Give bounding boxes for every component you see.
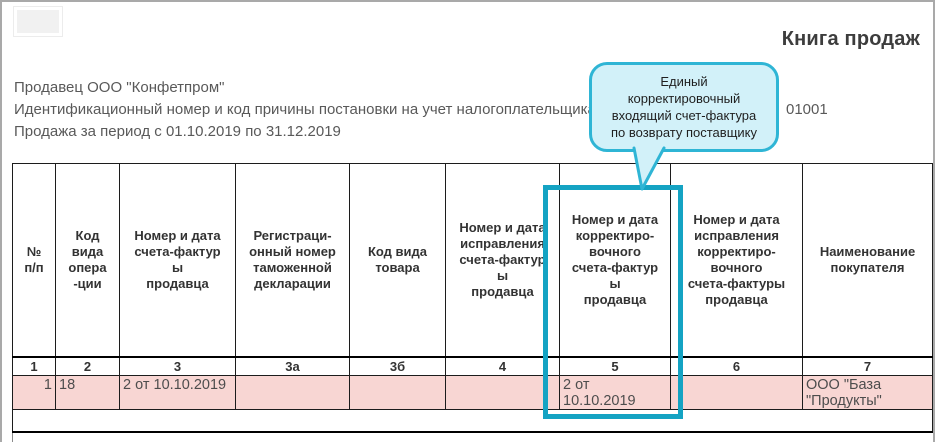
- header-col-row-number: № п/п: [12, 163, 56, 357]
- column-number-cell: 3а: [235, 355, 350, 376]
- column-number-cell: 3б: [349, 355, 446, 376]
- column-number-cell: 1: [12, 355, 56, 376]
- table-left-border-stub: [12, 433, 13, 442]
- column-number-cell: 6: [670, 355, 803, 376]
- header-row: № п/п Код вида опера -ции Номер и дата с…: [12, 163, 933, 357]
- page-title: Книга продаж: [781, 28, 920, 50]
- header-col-goods-code: Код вида товара: [349, 163, 446, 357]
- header-col-invoice-correction: Номер и дата исправления счета-фактур ы …: [445, 163, 560, 357]
- empty-row: [12, 409, 933, 433]
- column-number-cell: 5: [559, 355, 671, 376]
- column-number-cell: 3: [119, 355, 236, 376]
- column-number-row: 1 2 3 3а 3б 4 5 6 7: [12, 355, 933, 376]
- header-col-adjustment-invoice: Номер и дата корректиро- вочного счета-ф…: [559, 163, 671, 357]
- sales-book-table: № п/п Код вида опера -ции Номер и дата с…: [12, 163, 933, 433]
- seller-line: Продавец ООО "Конфетпром": [14, 79, 225, 96]
- header-col-buyer-name: Наименование покупателя: [802, 163, 933, 357]
- data-cell-goods-code[interactable]: [349, 375, 446, 410]
- data-cell-invoice[interactable]: 2 от 10.10.2019: [119, 375, 236, 410]
- data-cell-adjustment-invoice-correction[interactable]: [670, 375, 803, 410]
- column-number-cell: 2: [55, 355, 120, 376]
- toolbar-button[interactable]: [13, 6, 63, 37]
- data-cell-invoice-correction[interactable]: [445, 375, 560, 410]
- header-col-invoice: Номер и дата счета-фактур ы продавца: [119, 163, 236, 357]
- header-col-customs-declaration: Регистраци- онный номер таможенной декла…: [235, 163, 350, 357]
- data-row[interactable]: 1 18 2 от 10.10.2019 2 от 10.10.2019 ООО…: [12, 375, 933, 410]
- header-col-adjustment-invoice-correction: Номер и дата исправления корректиро- воч…: [670, 163, 803, 357]
- data-cell-row-number[interactable]: 1: [12, 375, 56, 410]
- data-cell-adjustment-invoice[interactable]: 2 от 10.10.2019: [559, 375, 671, 410]
- callout-bubble: Единый корректировочный входящий счет-фа…: [589, 62, 779, 152]
- data-cell-operation-code[interactable]: 18: [55, 375, 120, 410]
- column-number-cell: 7: [802, 355, 933, 376]
- data-cell-buyer-name[interactable]: ООО "База "Продукты": [802, 375, 933, 410]
- data-cell-customs-declaration[interactable]: [235, 375, 350, 410]
- taxpayer-id-line-tail: 01001: [786, 101, 828, 118]
- period-line: Продажа за период с 01.10.2019 по 31.12.…: [14, 123, 341, 140]
- column-number-cell: 4: [445, 355, 560, 376]
- header-col-operation-code: Код вида опера -ции: [55, 163, 120, 357]
- taxpayer-id-line: Идентификационный номер и код причины по…: [14, 101, 609, 118]
